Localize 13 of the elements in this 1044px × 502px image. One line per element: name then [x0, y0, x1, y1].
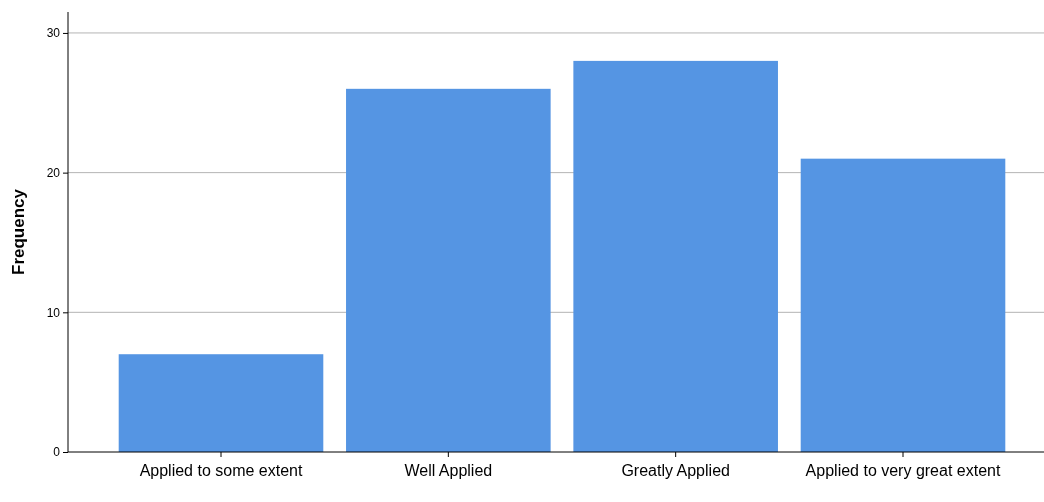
bar — [346, 88, 551, 452]
bar — [573, 60, 778, 452]
y-tick-label: 30 — [46, 26, 61, 41]
x-tick-label: Greatly Applied — [621, 462, 730, 479]
y-axis-title: Frequency — [9, 188, 28, 275]
x-tick-label: Applied to some extent — [139, 462, 303, 479]
bar — [118, 354, 324, 452]
y-tick-label: 10 — [46, 305, 61, 320]
y-tick-label: 0 — [53, 445, 61, 460]
x-tick-label: Applied to very great extent — [805, 462, 1001, 479]
bar — [800, 158, 1006, 452]
x-tick-label: Well Applied — [404, 462, 493, 479]
y-tick-label: 20 — [46, 165, 61, 180]
